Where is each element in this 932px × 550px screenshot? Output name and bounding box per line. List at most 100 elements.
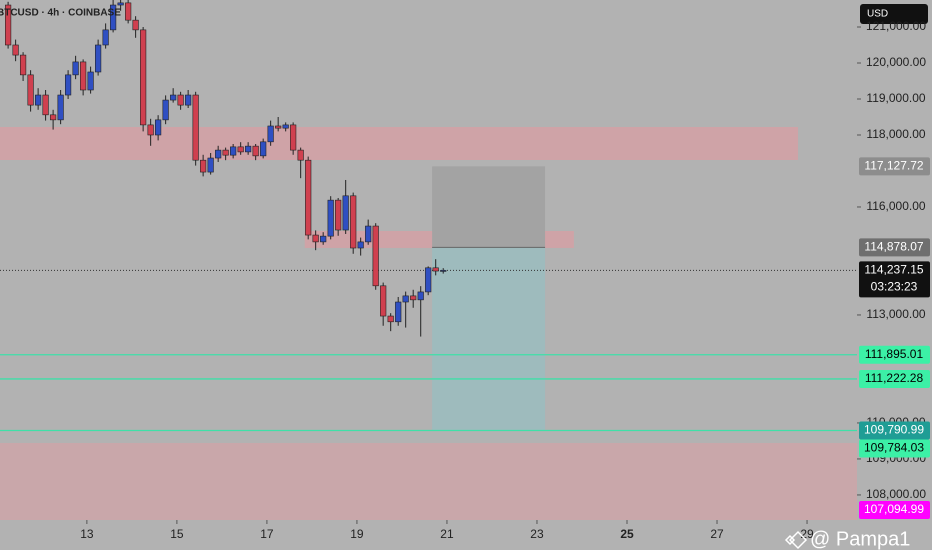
x-tick-label: 19 (350, 527, 364, 541)
plot-area (0, 0, 857, 520)
candle-body (327, 199, 334, 237)
price-tag-label: 111,895.01 (865, 347, 924, 361)
candle-body (425, 267, 432, 293)
candle-body (125, 2, 132, 21)
price-tag-label: 111,222.28 (865, 371, 924, 385)
x-tick-label: 21 (440, 527, 454, 541)
candle-body (12, 44, 19, 56)
candle-body (27, 74, 34, 106)
candle-body (170, 94, 177, 101)
candle-body (117, 2, 124, 6)
candle-body (110, 4, 117, 31)
candle-body (185, 94, 192, 106)
candle-body (245, 145, 252, 153)
candle-body (440, 270, 447, 272)
candle-body (312, 234, 319, 243)
candle-body (87, 71, 94, 91)
y-tick-label: 119,000.00 (866, 91, 925, 105)
x-tick-label: 27 (710, 527, 724, 541)
price-tag (859, 345, 930, 364)
candle-body (35, 94, 42, 106)
candle-body (95, 44, 102, 73)
x-tick-label: 23 (530, 527, 544, 541)
candle-body (5, 4, 12, 46)
candle-body (222, 149, 229, 156)
candle-body (177, 94, 184, 106)
zone (0, 126, 799, 161)
candle-body (402, 295, 409, 303)
currency-button[interactable] (860, 4, 928, 24)
watermark: @ Pampa1 (810, 528, 910, 550)
candle-body (335, 199, 342, 231)
x-tick-label: 25 (620, 527, 634, 541)
candle-body (267, 125, 274, 143)
price-tag (859, 501, 930, 519)
y-tick-label: 121,000.00 (866, 19, 926, 33)
x-tick-label: 17 (260, 527, 274, 541)
candle-body (65, 74, 72, 96)
candle-body (162, 99, 169, 121)
candle-body (57, 94, 64, 121)
candle-body (200, 159, 207, 173)
candle-body (252, 145, 259, 157)
candle-body (275, 125, 282, 129)
watermark-logo (784, 530, 808, 550)
candle-body (237, 146, 244, 153)
candle-body (350, 195, 357, 249)
price-tag (859, 439, 930, 458)
candle-body (320, 235, 327, 243)
candle-body (432, 267, 439, 272)
currency-label[interactable]: USD (867, 9, 888, 20)
candle-body (155, 119, 162, 136)
price-tag (859, 157, 930, 176)
x-tick-label: 15 (170, 527, 184, 541)
y-tick-label: 120,000.00 (866, 55, 926, 69)
candle-body (357, 241, 364, 249)
price-tag (859, 369, 930, 388)
price-tag-label: 114,878.07 (864, 240, 923, 254)
candle-body (305, 159, 312, 236)
candle-body (342, 195, 349, 231)
candle-body (417, 291, 424, 301)
price-tag-label: 107,094.99 (864, 502, 924, 516)
candle-body (102, 29, 109, 46)
y-tick-label: 116,000.00 (866, 199, 925, 213)
y-tick-label: 113,000.00 (866, 307, 925, 321)
candle-body (410, 295, 417, 301)
candle-body (380, 285, 387, 317)
zone (0, 443, 857, 520)
candle-body (72, 61, 79, 76)
candle-body (290, 124, 297, 151)
x-tick-label: 13 (80, 527, 94, 541)
price-tag-label: 109,784.03 (864, 441, 924, 455)
candle-body (387, 315, 394, 323)
candle-body (19, 54, 27, 76)
candle-body (372, 225, 379, 287)
candle-body (365, 225, 372, 243)
candle-body (230, 146, 237, 156)
countdown: 03:23:23 (871, 280, 918, 294)
candle-body (282, 124, 289, 129)
candle-body (140, 29, 147, 126)
price-tag-label: 109,790.99 (864, 423, 924, 437)
candle-body (260, 141, 267, 157)
candle-body (147, 124, 154, 136)
zone (432, 247, 546, 431)
candle-body (80, 61, 87, 91)
candle-body (42, 94, 49, 116)
candle-body (395, 301, 402, 323)
candle-body (207, 157, 214, 173)
candle-body (192, 94, 199, 161)
candle-body (297, 149, 304, 161)
zone (432, 166, 546, 248)
candle-body (215, 149, 222, 159)
price-tag (859, 421, 930, 440)
price-tag-label: 117,127.72 (864, 159, 923, 173)
price-tag-label: 114,237.15 (864, 263, 923, 277)
y-tick-label: 108,000.00 (866, 487, 926, 501)
candle-body (50, 114, 57, 121)
symbol-title: BTCUSD · 4h · COINBASE (0, 8, 121, 19)
price-tag (859, 238, 930, 257)
candle-body (132, 19, 139, 31)
